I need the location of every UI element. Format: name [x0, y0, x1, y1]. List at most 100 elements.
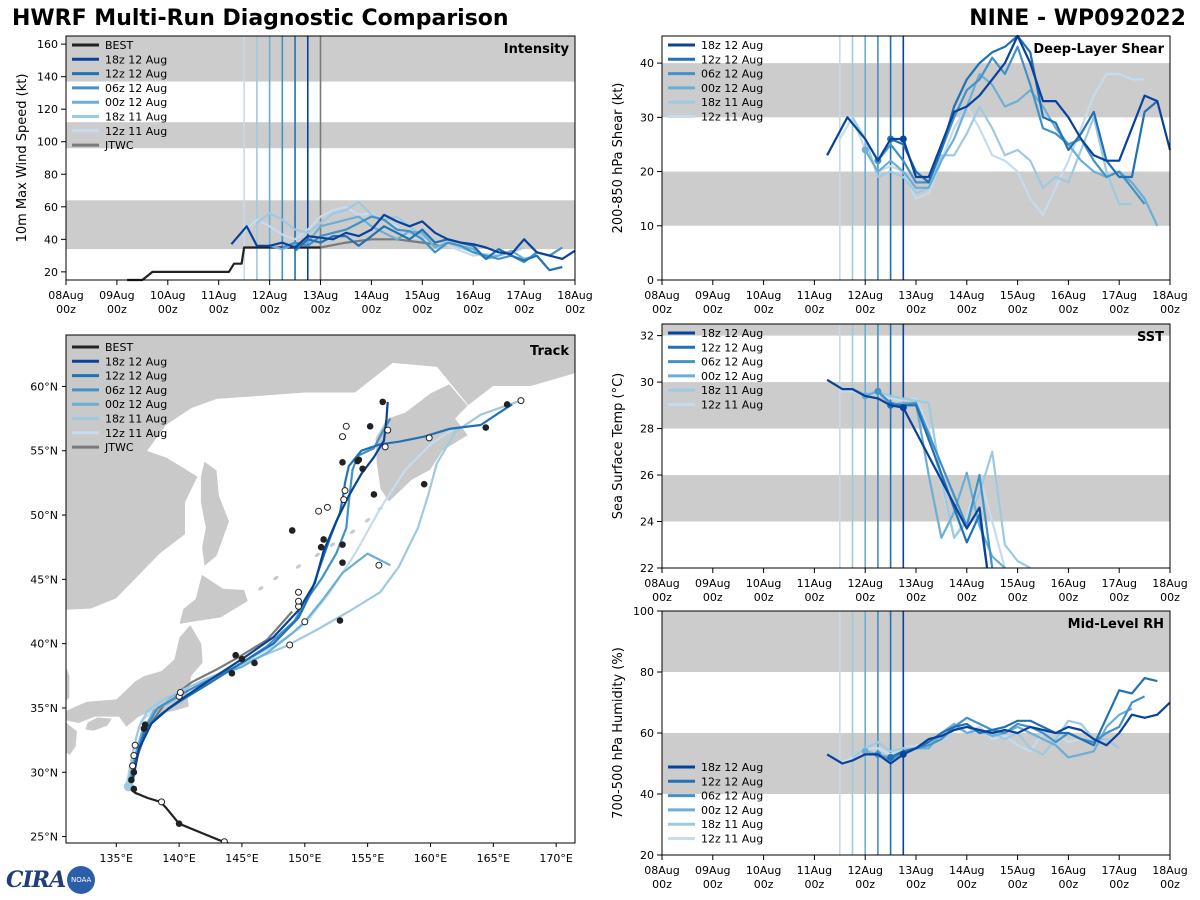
rh-xtick-hour-5: 00z [906, 878, 926, 891]
rh-xtick-day-3: 11Aug [797, 864, 832, 877]
rh-xtick-day-1: 09Aug [695, 864, 730, 877]
sst-ylabel: Sea Surface Temp (°C) [611, 373, 626, 520]
intensity-legend-label-18z-12-aug: 18z 12 Aug [105, 53, 167, 66]
shear-xtick-hour-6: 00z [957, 303, 977, 316]
track-marker-filled-3 [128, 776, 135, 784]
sst-xtick-day-9: 17Aug [1101, 577, 1136, 590]
rh-xtick-hour-9: 00z [1109, 878, 1129, 891]
track-marker-open-19 [381, 443, 389, 451]
rh-init-point-12z-12-aug [887, 753, 895, 761]
shear-init-point-00z-12-aug [861, 146, 869, 154]
sst-series-18z-12-aug [826, 378, 989, 569]
rh-ytick-label-40: 40 [640, 788, 654, 801]
rh-legend-label-12z-12-aug: 12z 12 Aug [701, 775, 763, 788]
intensity-xtick-day-5: 13Aug [303, 289, 338, 302]
shear-legend-label-12z-12-aug: 12z 12 Aug [701, 53, 763, 66]
sst-xtick-hour-1: 00z [703, 591, 723, 604]
track-marker-open-21 [384, 426, 392, 434]
kuril-island-3 [314, 552, 320, 558]
sst-xtick-day-4: 12Aug [847, 577, 882, 590]
track-legend-label-18z-11-aug: 18z 11 Aug [105, 413, 167, 426]
rh-legend-label-18z-12-aug: 18z 12 Aug [701, 761, 763, 774]
intensity-xtick-hour-5: 00z [311, 303, 331, 316]
track-marker-open-7 [286, 641, 294, 649]
kyushu-shape [66, 721, 78, 757]
shear-xtick-day-9: 17Aug [1101, 289, 1136, 302]
shear-band-1 [662, 63, 1170, 118]
shear-xtick-hour-4: 00z [855, 303, 875, 316]
track-marker-filled-23 [420, 480, 428, 488]
intensity-xtick-day-4: 12Aug [252, 289, 287, 302]
track-marker-open-22 [517, 397, 525, 405]
sakhalin-shape [200, 460, 230, 568]
sst-band-2 [662, 324, 1170, 336]
rh-ytick-label-80: 80 [640, 666, 654, 679]
map-lon-label-6: 165°E [477, 852, 510, 865]
rh-series-18z-12-aug [826, 701, 1171, 765]
sst-ytick-label-22: 22 [640, 562, 654, 575]
sst-legend-label-12z-11-aug: 12z 11 Aug [701, 399, 763, 412]
rh-xtick-day-6: 14Aug [949, 864, 984, 877]
sst-legend-label-12z-12-aug: 12z 12 Aug [701, 341, 763, 354]
sst-ytick-label-26: 26 [640, 469, 654, 482]
intensity-ytick-label-120: 120 [37, 103, 58, 116]
track-marker-open-14 [340, 496, 348, 504]
track-marker-filled-17 [359, 465, 366, 473]
intensity-ytick-label-20: 20 [44, 266, 58, 279]
rh-legend-label-00z-12-aug: 00z 12 Aug [701, 804, 763, 817]
intensity-xtick-day-3: 11Aug [201, 289, 236, 302]
track-legend-label-best: BEST [105, 341, 133, 354]
shear-legend-label-18z-12-aug: 18z 12 Aug [701, 39, 763, 52]
sst-legend-label-18z-11-aug: 18z 11 Aug [701, 384, 763, 397]
sst-init-point-06z-12-aug [874, 387, 882, 395]
track-marker-open-18 [342, 422, 350, 430]
shear-series-12z-11-aug [838, 72, 1145, 216]
intensity-xtick-day-6: 14Aug [354, 289, 389, 302]
rh-xtick-hour-4: 00z [855, 878, 875, 891]
shear-xtick-day-2: 10Aug [746, 289, 781, 302]
sst-xtick-day-5: 13Aug [898, 577, 933, 590]
shear-title: Deep-Layer Shear [1033, 42, 1164, 57]
sst-legend-label-06z-12-aug: 06z 12 Aug [701, 356, 763, 369]
shear-xtick-hour-1: 00z [703, 303, 723, 316]
intensity-ytick-label-160: 160 [37, 38, 58, 51]
cira-logo-text: CIRA [6, 867, 66, 893]
intensity-xtick-day-8: 16Aug [455, 289, 490, 302]
track-marker-filled-12 [317, 543, 325, 551]
sst-xtick-day-8: 16Aug [1051, 577, 1086, 590]
shear-legend-label-18z-11-aug: 18z 11 Aug [701, 96, 763, 109]
kamchatka-shape [374, 383, 469, 503]
shear-ytick-label-40: 40 [640, 57, 654, 70]
track-legend-label-12z-11-aug: 12z 11 Aug [105, 427, 167, 440]
kuril-island-4 [329, 542, 336, 547]
shear-series-12z-12-aug [890, 34, 1159, 184]
rh-xtick-day-10: 18Aug [1152, 864, 1187, 877]
map-lat-label-2: 35°N [30, 702, 58, 715]
track-marker-open-4 [129, 762, 137, 770]
rh-legend-label-12z-11-aug: 12z 11 Aug [701, 833, 763, 846]
intensity-legend-label-18z-11-aug: 18z 11 Aug [105, 111, 167, 124]
sst-xtick-hour-3: 00z [805, 591, 825, 604]
track-marker-open-12 [315, 507, 323, 515]
track-map: 135°E 140°E 145°E 150°E 155°E 160°E 165°E 170°E… [30, 334, 576, 865]
kuril-island-6 [365, 518, 371, 523]
sst-xtick-day-7: 15Aug [1000, 577, 1035, 590]
track-legend-label-jtwc: JTWC [104, 441, 134, 454]
rh-ytick-label-60: 60 [640, 727, 654, 740]
shear-ytick-label-20: 20 [640, 166, 654, 179]
track-legend-label-00z-12-aug: 00z 12 Aug [105, 398, 167, 411]
rh-chart: 2040608010008Aug00z09Aug00z10Aug00z11Aug… [611, 605, 1188, 891]
map-lat-label-6: 55°N [30, 445, 58, 458]
sst-title: SST [1137, 330, 1164, 345]
hokkaido-shape [178, 573, 249, 625]
rh-xtick-day-2: 10Aug [746, 864, 781, 877]
track-marker-filled-21 [366, 423, 374, 430]
track-marker-filled-20 [370, 491, 378, 498]
sst-init-point-18z-12-aug [899, 404, 907, 412]
shear-xtick-hour-7: 00z [1008, 303, 1028, 316]
map-lat-label-1: 30°N [30, 766, 58, 779]
intensity-xtick-hour-9: 00z [514, 303, 534, 316]
track-marker-open-10 [295, 597, 303, 605]
sst-xtick-hour-10: 00z [1160, 591, 1180, 604]
map-lon-label-2: 145°E [225, 852, 258, 865]
